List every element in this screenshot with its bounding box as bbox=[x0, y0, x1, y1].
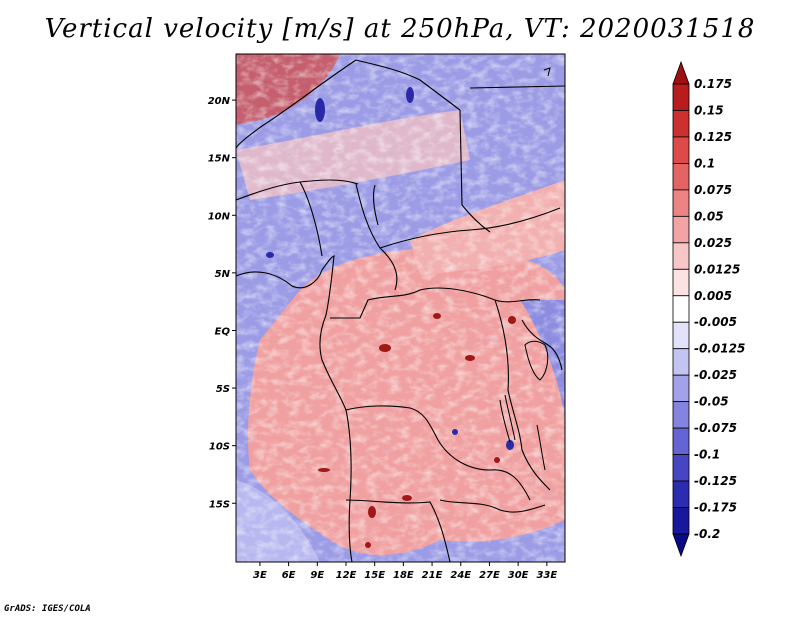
lon-label: 3E bbox=[253, 570, 267, 581]
colorbar-swatch bbox=[672, 268, 690, 297]
lat-label: 5S bbox=[216, 384, 230, 395]
lat-label: 15N bbox=[208, 154, 231, 165]
colorbar-label: 0.075 bbox=[694, 183, 732, 197]
lat-label: 5N bbox=[215, 269, 231, 280]
lat-label: 10N bbox=[208, 211, 231, 222]
colorbar-swatch bbox=[672, 480, 690, 508]
lat-label: 20N bbox=[208, 96, 231, 107]
colorbar-swatch bbox=[672, 110, 690, 138]
lon-label: 15E bbox=[364, 570, 385, 581]
colorbar-swatch bbox=[672, 83, 690, 111]
grads-credit: GrADS: IGES/COLA bbox=[4, 604, 91, 614]
colorbar-swatch bbox=[672, 427, 690, 455]
colorbar-label: -0.125 bbox=[694, 474, 737, 488]
colorbar-label: -0.0125 bbox=[694, 342, 745, 356]
lat-label: 15S bbox=[209, 499, 230, 510]
colorbar-swatch bbox=[672, 295, 690, 323]
colorbar-label: 0.175 bbox=[694, 77, 732, 91]
latitude-axis: 20N 15N 10N 5N EQ 5S 10S 15S bbox=[208, 96, 236, 510]
colorbar-label: 0.15 bbox=[694, 103, 724, 117]
lon-label: 30E bbox=[508, 570, 529, 581]
colorbar-label: 0.025 bbox=[694, 236, 732, 250]
colorbar-label: 0.005 bbox=[694, 289, 732, 303]
colorbar-label: -0.1 bbox=[694, 448, 720, 462]
colorbar-label: -0.075 bbox=[694, 421, 737, 435]
chart-title: Vertical velocity [m/s] at 250hPa, VT: 2… bbox=[44, 14, 756, 44]
colorbar-swatch bbox=[672, 189, 690, 217]
lat-label: EQ bbox=[215, 326, 231, 337]
colorbar-label: 0.125 bbox=[694, 130, 732, 144]
lon-label: 33E bbox=[536, 570, 557, 581]
colorbar-bottom-arrow bbox=[672, 533, 690, 558]
colorbar-swatch bbox=[672, 242, 690, 270]
colorbar-label: -0.05 bbox=[694, 395, 729, 409]
colorbar-label: 0.0125 bbox=[694, 262, 740, 276]
colorbar-swatch bbox=[672, 401, 690, 429]
colorbar-swatch bbox=[672, 454, 690, 482]
lon-label: 6E bbox=[282, 570, 296, 581]
velocity-field bbox=[236, 54, 565, 562]
colorbar-swatch bbox=[672, 507, 690, 535]
colorbar-swatch bbox=[672, 374, 690, 403]
colorbar-label: -0.175 bbox=[694, 501, 737, 515]
lon-label: 18E bbox=[393, 570, 414, 581]
colorbar-top-arrow bbox=[672, 60, 690, 85]
colorbar: 0.175 0.15 0.125 0.1 0.075 0.05 0.025 0.0125 0.0… bbox=[672, 60, 745, 558]
plot-frame bbox=[235, 53, 566, 563]
colorbar-label: -0.2 bbox=[694, 527, 720, 541]
lon-label: 24E bbox=[450, 570, 471, 581]
lat-label: 10S bbox=[209, 442, 230, 453]
longitude-axis: 3E 6E 9E 12E 15E 18E 21E 24E 27E 30E 33E bbox=[253, 562, 557, 581]
colorbar-label: -0.025 bbox=[694, 368, 737, 382]
colorbar-swatch bbox=[672, 348, 690, 376]
colorbar-swatch bbox=[672, 163, 690, 191]
colorbar-swatch bbox=[672, 136, 690, 164]
colorbar-label: -0.005 bbox=[694, 315, 737, 329]
lon-label: 27E bbox=[479, 570, 500, 581]
lon-label: 21E bbox=[422, 570, 443, 581]
colorbar-label: 0.1 bbox=[694, 156, 715, 170]
lon-label: 12E bbox=[336, 570, 357, 581]
colorbar-swatch bbox=[672, 215, 690, 244]
lon-label: 9E bbox=[310, 570, 324, 581]
colorbar-swatch bbox=[672, 321, 690, 350]
colorbar-label: 0.05 bbox=[694, 209, 724, 223]
